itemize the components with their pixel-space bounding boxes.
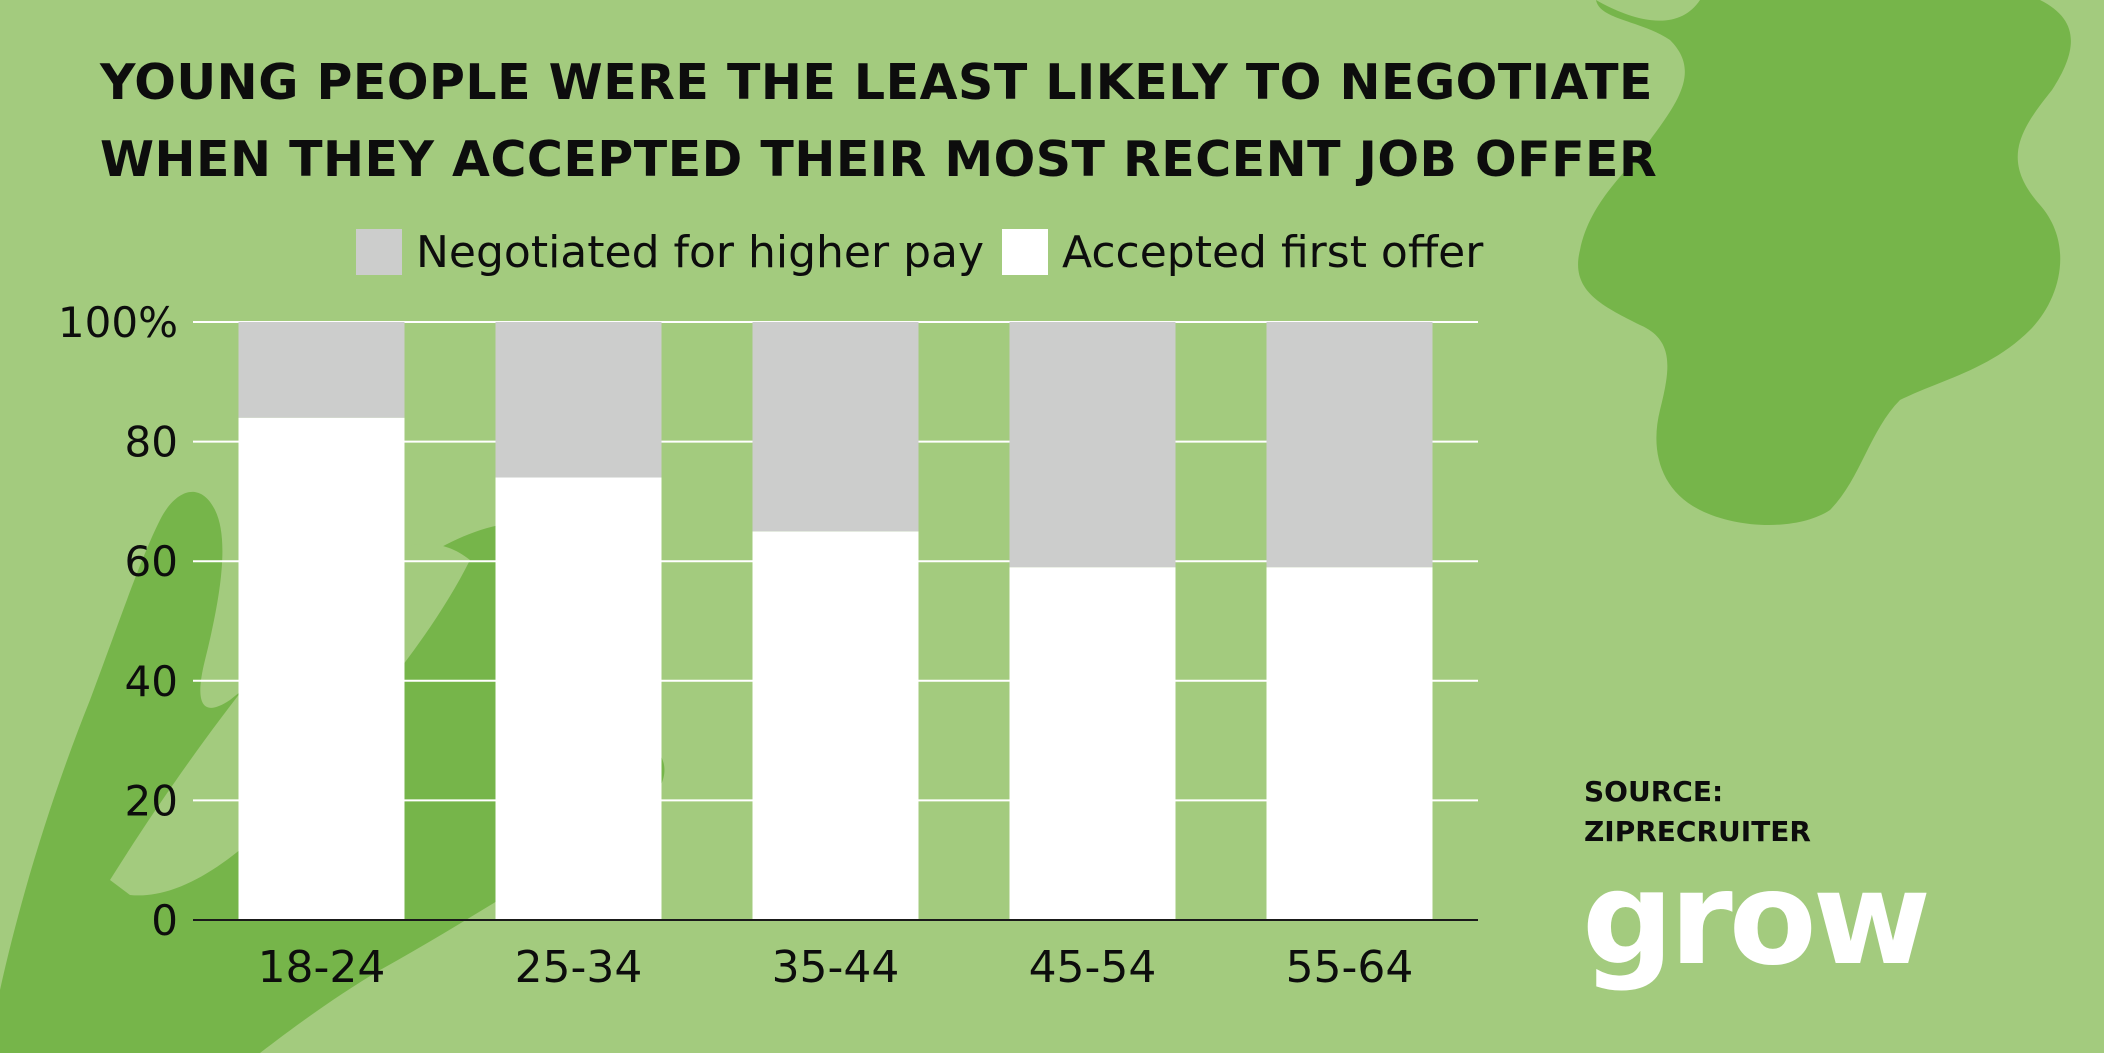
x-tick-label: 18-24 [258, 942, 386, 993]
legend-label-negotiated: Negotiated for higher pay [416, 226, 985, 278]
grow-logo: grow [1582, 845, 1931, 994]
bar-negotiated-for-higher-pay-25-34 [495, 322, 662, 478]
bar-accepted-first-offer-35-44 [752, 531, 919, 920]
bar-accepted-first-offer-45-54 [1009, 567, 1176, 920]
x-tick-label: 55-64 [1286, 942, 1414, 993]
legend-item-accepted: Accepted first offer [1002, 227, 1483, 278]
source-name: ZIPRECRUITER [1584, 815, 1811, 848]
bar-negotiated-for-higher-pay-45-54 [1009, 322, 1176, 568]
source-label: SOURCE: [1584, 775, 1724, 808]
legend-swatch-accepted [1002, 229, 1049, 275]
bar-accepted-first-offer-25-34 [495, 477, 662, 920]
x-tick-label: 25-34 [515, 942, 643, 993]
y-tick-label: 0 [151, 896, 178, 945]
blob-top-right [1578, 0, 2071, 525]
y-tick-label: 40 [125, 657, 178, 706]
y-tick-label: 80 [125, 418, 178, 467]
bar-accepted-first-offer-18-24 [238, 417, 405, 920]
chart-legend: Negotiated for higher pay Accepted first… [356, 224, 1483, 280]
bar-negotiated-for-higher-pay-35-44 [752, 322, 919, 532]
y-tick-label: 100% [58, 298, 178, 347]
bar-accepted-first-offer-55-64 [1266, 567, 1433, 920]
x-tick-label: 35-44 [772, 942, 900, 993]
y-tick-label: 20 [125, 776, 178, 825]
legend-swatch-negotiated [356, 229, 402, 275]
bar-negotiated-for-higher-pay-55-64 [1266, 322, 1433, 568]
legend-item-negotiated: Negotiated for higher pay [356, 227, 984, 278]
bar-negotiated-for-higher-pay-18-24 [238, 322, 405, 418]
legend-label-accepted: Accepted first offer [1062, 226, 1484, 278]
chart-title-line-2: WHEN THEY ACCEPTED THEIR MOST RECENT JOB… [100, 131, 1658, 188]
y-tick-label: 60 [125, 537, 178, 586]
chart-title: YOUNG PEOPLE WERE THE LEAST LIKELY TO NE… [100, 44, 1680, 198]
blob-arc-top [1596, 0, 1700, 21]
chart-title-line-1: YOUNG PEOPLE WERE THE LEAST LIKELY TO NE… [100, 54, 1654, 111]
x-tick-label: 45-54 [1029, 942, 1157, 993]
source-note: SOURCE: ZIPRECRUITER [1584, 772, 1811, 852]
